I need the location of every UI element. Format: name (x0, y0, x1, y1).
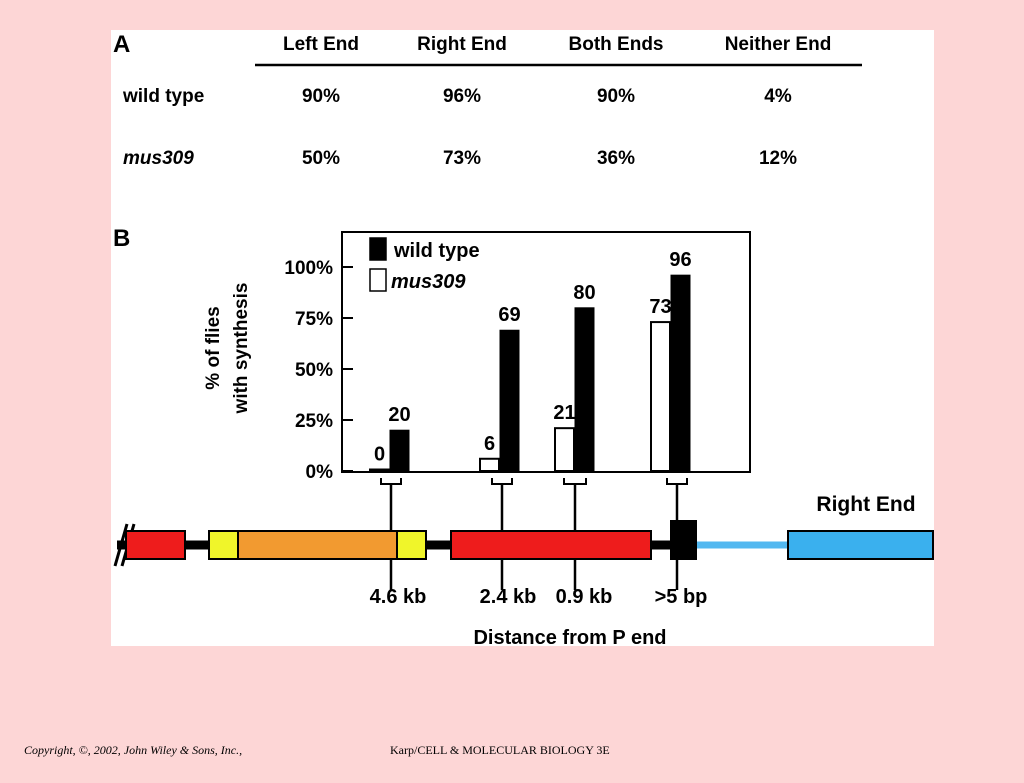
y-axis-label-line2: with synthesis (231, 283, 252, 415)
chart-legend: wild type mus309 (369, 237, 480, 293)
data-label-wild-type: 20 (388, 404, 410, 426)
map-yellow-block-right (396, 530, 427, 560)
legend-label-mus309: mus309 (391, 271, 466, 293)
distance-label: 0.9 kb (556, 586, 613, 608)
data-label-mus309: 6 (484, 433, 495, 455)
y-tick-label: 0% (306, 462, 334, 483)
copyright-text: Copyright, ©, 2002, John Wiley & Sons, I… (24, 743, 243, 757)
legend-label-wild-type: wild type (393, 240, 480, 262)
panel-b-label: B (113, 225, 130, 252)
gene-map: Right End (113, 493, 934, 567)
table-row-name: wild type (122, 86, 204, 107)
y-ticks: 0% 25% 50% 75% 100% (284, 258, 353, 483)
table-cell: 12% (759, 148, 797, 169)
table-header: Both Ends (569, 34, 664, 55)
data-label-wild-type: 69 (498, 304, 520, 326)
bar-wild-type (389, 429, 410, 472)
figure: A Left End Right End Both Ends Neither E… (111, 30, 934, 646)
table-cell: 73% (443, 148, 481, 169)
distance-label: 4.6 kb (370, 586, 427, 608)
map-red-block-right (450, 530, 652, 560)
distance-labels: 4.6 kb 2.4 kb 0.9 kb >5 bp Distance from… (370, 586, 708, 646)
bar-wild-type (670, 274, 691, 472)
figure-svg: A Left End Right End Both Ends Neither E… (113, 31, 934, 646)
distance-label: >5 bp (655, 586, 708, 608)
data-label-wild-type: 96 (669, 249, 691, 271)
bar-mus309 (369, 468, 390, 472)
bar-mus309 (479, 457, 500, 473)
table-header: Left End (283, 34, 359, 55)
distance-label: 2.4 kb (480, 586, 537, 608)
bar-wild-type (499, 329, 520, 472)
bar-mus309 (554, 427, 575, 473)
map-blue-block (787, 530, 934, 560)
data-label-mus309: 21 (553, 402, 575, 424)
table-header: Neither End (725, 34, 832, 55)
y-tick-label: 100% (284, 258, 333, 279)
data-label-mus309: 73 (649, 296, 671, 318)
source-text: Karp/CELL & MOLECULAR BIOLOGY 3E (390, 743, 610, 757)
bracket-5bp (666, 478, 688, 590)
map-red-block-left (125, 530, 186, 560)
table-cell: 90% (302, 86, 340, 107)
panel-a-table: Left End Right End Both Ends Neither End… (122, 34, 862, 169)
y-axis-label-line1: % of flies (203, 306, 224, 389)
y-tick-label: 75% (295, 309, 333, 330)
y-tick-label: 25% (295, 411, 333, 432)
table-cell: 90% (597, 86, 635, 107)
y-axis-label: % of flies with synthesis (203, 283, 252, 415)
table-cell: 50% (302, 148, 340, 169)
map-yellow-block-left (208, 530, 239, 560)
legend-swatch-mus309 (369, 268, 387, 292)
chart-bars: 020 6 69 21 80 73 96 (369, 249, 692, 473)
data-label-mus309: 0 (374, 444, 385, 466)
legend-swatch-wild-type (369, 237, 387, 261)
table-row-name: mus309 (123, 148, 194, 169)
bracket-0-9kb (563, 478, 587, 590)
map-p-end (670, 520, 697, 560)
table-header: Right End (417, 34, 507, 55)
distance-axis-title: Distance from P end (473, 627, 666, 646)
bar-wild-type (574, 307, 595, 472)
map-orange-block (208, 530, 427, 560)
right-end-label: Right End (816, 493, 915, 516)
data-label-wild-type: 80 (573, 282, 595, 304)
table-cell: 4% (764, 86, 792, 107)
bar-mus309 (650, 321, 671, 472)
table-cell: 36% (597, 148, 635, 169)
table-cell: 96% (443, 86, 481, 107)
y-tick-label: 50% (295, 360, 333, 381)
chart-frame (341, 231, 751, 473)
panel-a-label: A (113, 31, 130, 58)
